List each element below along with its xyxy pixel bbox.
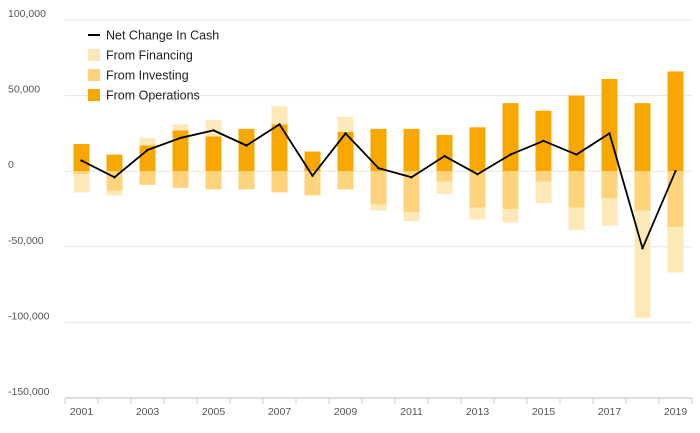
x-tick-label: 2013 <box>466 406 490 418</box>
y-tick-label: -150,000 <box>8 386 50 398</box>
legend-swatch-from-operations <box>88 89 100 101</box>
point-net-change-2019 <box>674 170 677 173</box>
point-net-change-2004 <box>179 136 182 140</box>
bar-from-investing-2007 <box>271 171 288 193</box>
legend-label-from-financing: From Financing <box>106 49 193 63</box>
y-tick-label: 0 <box>8 159 14 171</box>
net-change-line <box>80 123 677 250</box>
point-net-change-2006 <box>245 144 248 147</box>
x-tick-label: 2007 <box>268 406 292 418</box>
bar-from-financing-2016 <box>568 207 585 231</box>
x-tick-label: 2011 <box>400 406 423 418</box>
x-tick-label: 2005 <box>202 406 226 418</box>
x-tick-label: 2017 <box>598 406 622 418</box>
bar-from-investing-2014 <box>502 171 519 209</box>
bar-from-investing-2015 <box>535 171 552 182</box>
bar-from-investing-2004 <box>172 171 189 188</box>
bar-from-financing-2003 <box>139 137 156 146</box>
axes: 100,000 50,000 0 -50,000 -100,000 -150,000 200… <box>8 8 693 418</box>
bar-from-investing-2005 <box>205 171 222 190</box>
bar-from-financing-2013 <box>469 207 486 220</box>
point-net-change-2007 <box>278 123 281 126</box>
bar-from-operations-2003 <box>139 145 156 172</box>
bar-from-operations-2009 <box>337 131 354 172</box>
bar-from-investing-2017 <box>601 171 618 199</box>
bar-from-investing-2013 <box>469 171 486 208</box>
bar-from-operations-2016 <box>568 95 585 172</box>
bar-from-operations-2001 <box>73 143 90 172</box>
bar-from-operations-2008 <box>304 151 321 172</box>
bar-from-financing-2011 <box>403 212 420 222</box>
point-net-change-2015 <box>542 139 545 143</box>
y-tick-label: -100,000 <box>8 310 50 322</box>
bar-from-financing-2015 <box>535 181 552 203</box>
x-tick-label: 2015 <box>532 406 556 418</box>
point-net-change-2003 <box>146 148 149 152</box>
point-net-change-2016 <box>575 153 578 156</box>
bar-from-investing-2009 <box>337 171 354 190</box>
bar-from-financing-2004 <box>172 124 189 131</box>
bar-from-financing-2001 <box>73 174 90 193</box>
bar-from-operations-2002 <box>106 154 123 172</box>
bar-from-investing-2008 <box>304 171 321 196</box>
bar-from-investing-2010 <box>370 171 387 205</box>
bar-from-operations-2017 <box>601 78 618 172</box>
bar-from-investing-2018 <box>634 171 651 211</box>
bar-from-investing-2019 <box>667 171 684 228</box>
bar-from-operations-2005 <box>205 136 222 172</box>
point-net-change-2008 <box>311 174 314 177</box>
bar-from-investing-2011 <box>403 171 420 213</box>
bar-from-investing-2006 <box>238 171 255 190</box>
point-net-change-2014 <box>509 153 512 156</box>
bar-from-financing-2017 <box>601 198 618 226</box>
bar-from-financing-2014 <box>502 209 519 223</box>
bar-from-investing-2001 <box>73 171 90 175</box>
point-net-change-2011 <box>410 176 413 179</box>
bar-from-operations-2004 <box>172 130 189 172</box>
bar-from-operations-2018 <box>634 103 651 172</box>
bars <box>73 71 684 318</box>
point-net-change-2010 <box>377 166 380 170</box>
y-tick-label: 50,000 <box>8 84 40 96</box>
bar-from-financing-2010 <box>370 204 387 211</box>
point-net-change-2012 <box>443 154 446 158</box>
point-net-change-2009 <box>344 132 347 135</box>
bar-from-operations-2013 <box>469 127 486 172</box>
bar-from-financing-2002 <box>106 190 123 196</box>
x-tick-label: 2009 <box>334 406 358 418</box>
y-tick-label: -50,000 <box>8 235 44 247</box>
legend-label-from-operations: From Operations <box>106 89 200 103</box>
bar-from-investing-2016 <box>568 171 585 208</box>
bar-from-operations-2011 <box>403 128 420 172</box>
bar-from-operations-2006 <box>238 128 255 172</box>
point-net-change-2017 <box>608 132 611 135</box>
bar-from-financing-2019 <box>667 227 684 273</box>
bar-from-operations-2019 <box>667 71 684 172</box>
bar-from-operations-2012 <box>436 134 453 172</box>
bar-from-operations-2014 <box>502 103 519 172</box>
legend: Net Change In Cash From Financing From Inv… <box>88 29 219 103</box>
x-tick-label: 2019 <box>664 406 688 418</box>
bar-from-investing-2012 <box>436 171 453 182</box>
point-net-change-2005 <box>212 129 215 132</box>
legend-swatch-from-financing <box>88 49 100 61</box>
point-net-change-2013 <box>476 173 479 176</box>
legend-label-net-change-in-cash: Net Change In Cash <box>106 29 219 43</box>
point-net-change-2001 <box>80 159 83 162</box>
bar-from-financing-2009 <box>337 116 354 132</box>
bar-from-operations-2007 <box>271 124 288 172</box>
x-tick-label: 2001 <box>70 406 94 418</box>
bar-from-investing-2003 <box>139 171 156 185</box>
bar-from-financing-2007 <box>271 106 288 125</box>
point-net-change-2002 <box>113 176 116 179</box>
legend-swatch-from-investing <box>88 69 100 81</box>
bar-from-financing-2012 <box>436 181 453 194</box>
point-net-change-2018 <box>641 247 644 250</box>
x-tick-label: 2003 <box>136 406 160 418</box>
bar-from-operations-2010 <box>370 128 387 172</box>
legend-label-from-investing: From Investing <box>106 69 189 83</box>
y-tick-label: 100,000 <box>8 8 46 20</box>
